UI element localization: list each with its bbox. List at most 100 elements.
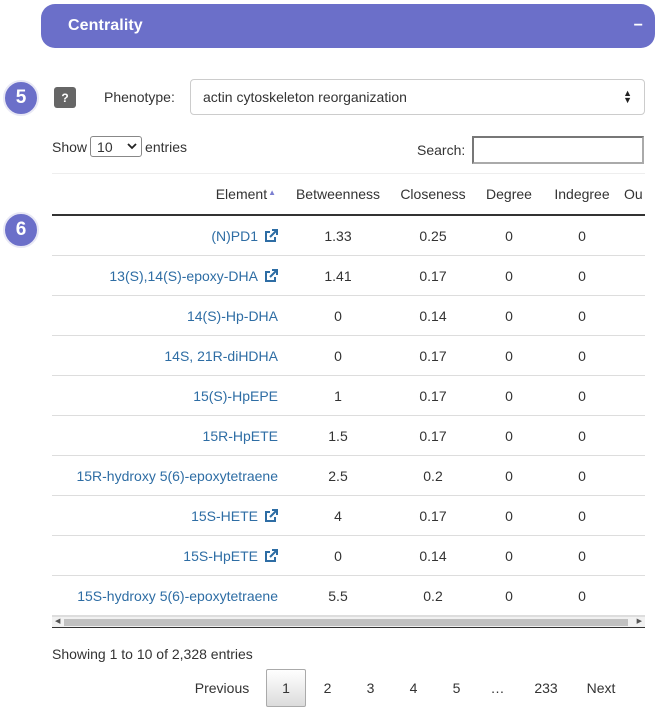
cell-closeness: 0.17 — [390, 415, 476, 456]
cell-closeness: 0.17 — [390, 375, 476, 416]
cell-indegree: 0 — [542, 215, 622, 256]
cell-degree: 0 — [476, 215, 542, 256]
cell-closeness: 0.17 — [390, 255, 476, 296]
cell-betweenness: 1.41 — [286, 255, 390, 296]
scroll-left-icon[interactable]: ◀ — [55, 618, 61, 625]
element-link[interactable]: 15(S)-HpEPE — [193, 387, 278, 404]
search-label: Search: — [417, 142, 466, 158]
cell-outdegree — [622, 375, 645, 416]
element-link[interactable]: 14S, 21R-diHDHA — [164, 347, 278, 364]
cell-element: (N)PD1 — [52, 215, 286, 256]
cell-outdegree — [622, 255, 645, 296]
element-link[interactable]: 13(S),14(S)-epoxy-DHA — [109, 267, 258, 284]
panel-title: Centrality — [68, 17, 143, 34]
cell-outdegree — [622, 215, 645, 256]
table-row: 15R-hydroxy 5(6)-epoxytetraene 2.5 0.2 0 0 — [52, 455, 645, 496]
page-button-1[interactable]: 1 — [266, 669, 306, 707]
external-link-icon[interactable] — [264, 228, 278, 243]
column-header-indegree[interactable]: Indegree — [542, 174, 622, 216]
table-header-row: Element▲ Betweenness Closeness Degree In… — [52, 174, 645, 216]
page-button-2[interactable]: 2 — [323, 680, 332, 696]
column-header-element[interactable]: Element▲ — [52, 174, 286, 216]
cell-degree: 0 — [476, 375, 542, 416]
element-link[interactable]: (N)PD1 — [211, 227, 258, 244]
cell-element: 14(S)-Hp-DHA — [52, 295, 286, 336]
element-link[interactable]: 14(S)-Hp-DHA — [186, 307, 278, 324]
element-link[interactable]: 15S-HETE — [191, 507, 258, 524]
table-info: Showing 1 to 10 of 2,328 entries — [52, 646, 253, 662]
sort-asc-icon: ▲ — [268, 188, 276, 197]
previous-button[interactable]: Previous — [194, 680, 250, 696]
cell-degree: 0 — [476, 255, 542, 296]
cell-closeness: 0.2 — [390, 455, 476, 496]
cell-closeness: 0.17 — [390, 335, 476, 376]
entries-length-select[interactable]: 10 — [90, 136, 143, 157]
step-badge-phenotype: 5 — [3, 80, 39, 116]
centrality-table: Element▲ Betweenness Closeness Degree In… — [52, 174, 645, 616]
cell-indegree: 0 — [542, 255, 622, 296]
cell-closeness: 0.25 — [390, 215, 476, 256]
column-header-degree[interactable]: Degree — [476, 174, 542, 216]
cell-betweenness: 5.5 — [286, 575, 390, 616]
cell-closeness: 0.2 — [390, 575, 476, 616]
column-header-outdegree[interactable]: Ou — [622, 174, 645, 216]
cell-betweenness: 1 — [286, 375, 390, 416]
table-row: 15S-HETE 4 0.17 0 0 — [52, 495, 645, 536]
help-button[interactable]: ? — [54, 87, 76, 108]
cell-outdegree — [622, 335, 645, 376]
external-link-icon[interactable] — [264, 268, 278, 283]
cell-indegree: 0 — [542, 335, 622, 376]
column-header-betweenness[interactable]: Betweenness — [286, 174, 390, 216]
scroll-right-icon[interactable]: ▶ — [636, 618, 642, 625]
cell-betweenness: 0 — [286, 295, 390, 336]
scrollbar-thumb[interactable] — [64, 619, 628, 626]
cell-betweenness: 0 — [286, 535, 390, 576]
external-link-icon[interactable] — [264, 548, 278, 563]
length-control: Show 10 entries — [52, 136, 187, 157]
entries-label: entries — [145, 138, 188, 155]
next-button[interactable]: Next — [586, 680, 616, 696]
cell-degree: 0 — [476, 335, 542, 376]
page-button-5[interactable]: 5 — [452, 680, 461, 696]
page-button-4[interactable]: 4 — [409, 680, 418, 696]
centrality-panel-header[interactable]: Centrality − — [41, 4, 655, 48]
entries-length-value: 10 — [97, 138, 113, 155]
cell-indegree: 0 — [542, 375, 622, 416]
search-input[interactable] — [472, 136, 645, 164]
collapse-button[interactable]: − — [633, 17, 643, 34]
element-link[interactable]: 15R-HpETE — [202, 427, 278, 444]
phenotype-label: Phenotype: — [104, 89, 175, 105]
page-button-3[interactable]: 3 — [366, 680, 375, 696]
show-label: Show — [52, 138, 88, 155]
horizontal-scrollbar[interactable]: ◀ ▶ — [52, 616, 645, 628]
cell-closeness: 0.17 — [390, 495, 476, 536]
column-header-closeness[interactable]: Closeness — [390, 174, 476, 216]
element-link[interactable]: 15R-hydroxy 5(6)-epoxytetraene — [76, 467, 278, 484]
cell-element: 15(S)-HpEPE — [52, 375, 286, 416]
chevron-down-icon — [127, 143, 137, 150]
page-button-last[interactable]: 233 — [534, 680, 558, 696]
cell-betweenness: 4 — [286, 495, 390, 536]
cell-outdegree — [622, 495, 645, 536]
centrality-table-container: Element▲ Betweenness Closeness Degree In… — [52, 173, 645, 629]
phenotype-select[interactable]: actin cytoskeleton reorganization ▲ ▼ — [190, 79, 645, 115]
select-updown-icon: ▲ ▼ — [623, 88, 632, 105]
cell-element: 15R-hydroxy 5(6)-epoxytetraene — [52, 455, 286, 496]
cell-degree: 0 — [476, 455, 542, 496]
pagination: Previous 1 2 3 4 5 … 233 Next — [178, 668, 627, 708]
external-link-icon[interactable] — [264, 508, 278, 523]
cell-degree: 0 — [476, 295, 542, 336]
cell-degree: 0 — [476, 495, 542, 536]
element-link[interactable]: 15S-hydroxy 5(6)-epoxytetraene — [77, 587, 278, 604]
cell-betweenness: 0 — [286, 335, 390, 376]
search-control: Search: — [417, 136, 645, 164]
cell-element: 14S, 21R-diHDHA — [52, 335, 286, 376]
table-row: 15(S)-HpEPE 1 0.17 0 0 — [52, 375, 645, 416]
table-row: 15S-HpETE 0 0.14 0 0 — [52, 535, 645, 576]
phenotype-selected-value: actin cytoskeleton reorganization — [203, 89, 407, 105]
cell-degree: 0 — [476, 575, 542, 616]
cell-closeness: 0.14 — [390, 535, 476, 576]
table-row: 15S-hydroxy 5(6)-epoxytetraene 5.5 0.2 0 0 — [52, 575, 645, 616]
element-link[interactable]: 15S-HpETE — [183, 547, 258, 564]
cell-outdegree — [622, 295, 645, 336]
